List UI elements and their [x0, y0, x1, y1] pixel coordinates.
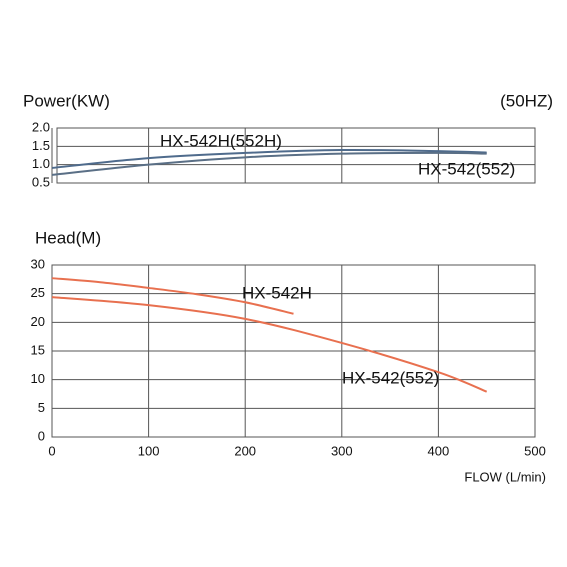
y-tick-label: 20: [31, 314, 45, 329]
y-tick-label: 15: [31, 342, 45, 357]
y-axis-label: Power(KW): [23, 91, 110, 110]
series-line: [51, 148, 487, 169]
x-axis-label: FLOW (L/min): [464, 469, 546, 484]
y-tick-label: 10: [31, 371, 45, 386]
series-label: HX-542H: [242, 283, 312, 302]
series-line: [51, 296, 488, 393]
y-tick-label: 1.5: [32, 138, 50, 153]
x-tick-label: 100: [138, 443, 160, 458]
y-tick-label: 25: [31, 285, 45, 300]
y-tick-label: 0.5: [32, 174, 50, 189]
y-tick-label: 30: [31, 256, 45, 271]
y-tick-label: 0: [38, 428, 45, 443]
series-line: [51, 277, 294, 315]
x-tick-label: 0: [48, 443, 55, 458]
y-tick-label: 2.0: [32, 119, 50, 134]
series-line: [51, 151, 487, 176]
x-tick-label: 200: [234, 443, 256, 458]
y-axis-label: Head(M): [35, 228, 101, 247]
x-tick-label: 400: [428, 443, 450, 458]
series-label: HX-542(552): [342, 368, 439, 387]
x-tick-label: 500: [524, 443, 546, 458]
series-label: HX-542(552): [418, 159, 515, 178]
y-tick-label: 5: [38, 400, 45, 415]
series-label: HX-542H(552H): [160, 131, 282, 150]
y-tick-label: 1.0: [32, 156, 50, 171]
annotation: (50HZ): [500, 91, 553, 110]
x-tick-label: 300: [331, 443, 353, 458]
